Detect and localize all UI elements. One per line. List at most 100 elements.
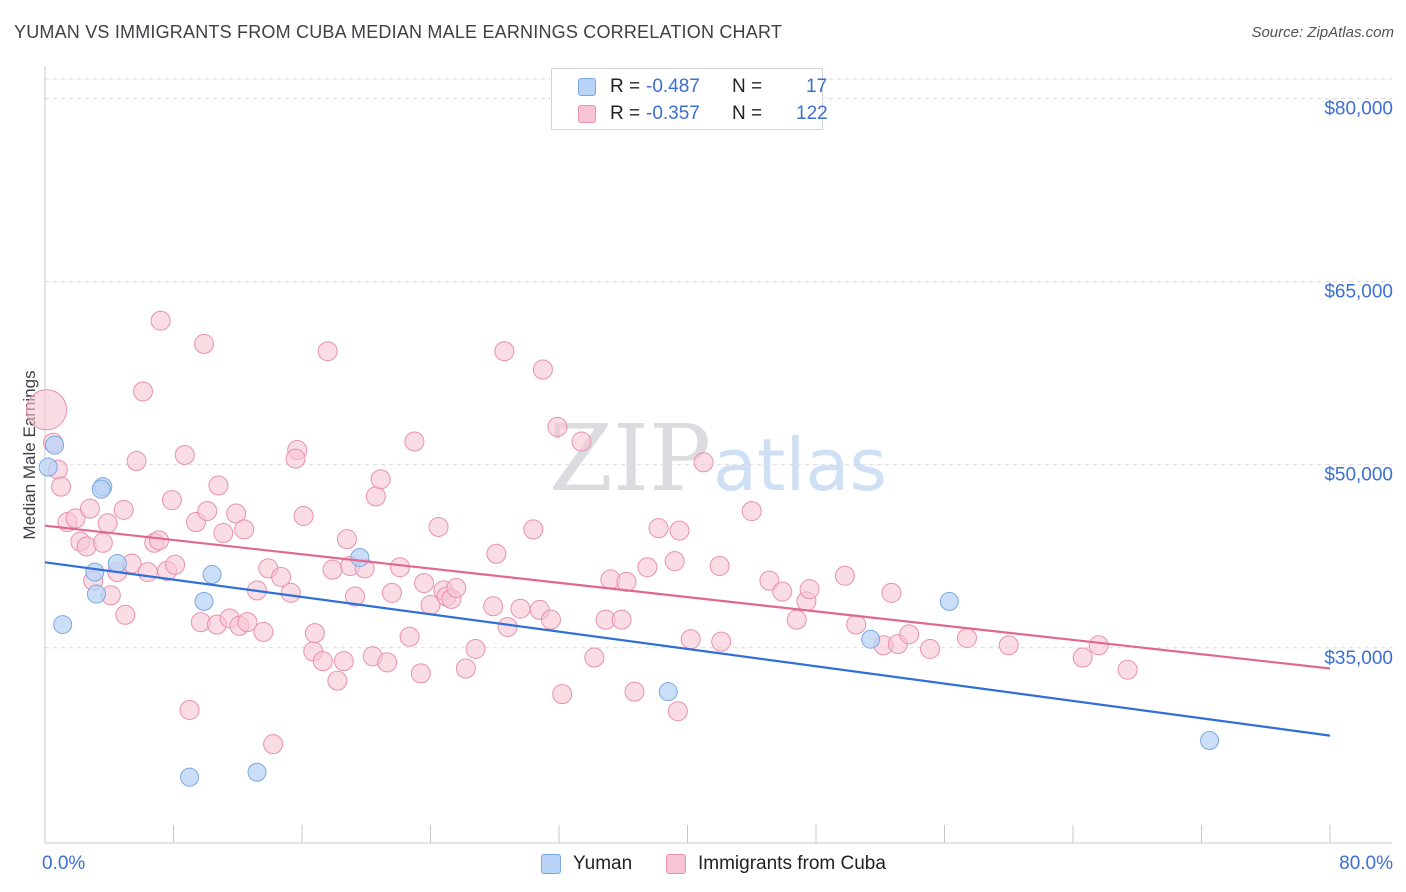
cuba-point — [667, 701, 688, 722]
legend-n-label: N = — [732, 76, 763, 97]
cuba-point — [389, 557, 410, 578]
cuba-point — [428, 516, 449, 537]
cuba-point — [611, 609, 632, 630]
correlation-legend: R = -0.487 N = 17 R = -0.357 N = 122 — [551, 68, 828, 130]
cuba-point — [637, 557, 658, 578]
cuba-point — [899, 624, 920, 645]
cuba-point — [365, 486, 386, 507]
y-tick-label: $80,000 — [1324, 99, 1393, 120]
cuba-point — [285, 448, 306, 469]
cuba-point — [410, 663, 431, 684]
cuba-point — [197, 501, 218, 522]
cuba-point — [165, 554, 186, 575]
cuba-point — [1117, 659, 1138, 680]
cuba-point — [920, 638, 941, 659]
yuman-point — [1200, 730, 1220, 750]
cuba-point — [446, 577, 467, 598]
cuba-point — [179, 699, 200, 720]
cuba-points — [26, 310, 1138, 755]
cuba-point — [237, 612, 258, 633]
cuba-point — [317, 341, 338, 362]
legend-n-value: 122 — [796, 103, 828, 124]
cuba-point — [26, 389, 68, 431]
cuba-point — [149, 530, 170, 551]
cuba-point — [956, 627, 977, 648]
cuba-point — [174, 444, 195, 465]
cuba-point — [115, 604, 136, 625]
cuba-point — [1088, 635, 1109, 656]
x-tick-label-min: 0.0% — [42, 853, 85, 874]
yuman-legend-swatch — [541, 854, 561, 874]
cuba-point — [322, 559, 343, 580]
cuba-point — [132, 381, 153, 402]
cuba-point — [333, 651, 354, 672]
cuba-point — [772, 581, 793, 602]
cuba-point — [483, 596, 504, 617]
cuba-point — [664, 551, 685, 572]
yuman-trend-line — [44, 561, 1331, 737]
cuba-point — [137, 562, 158, 583]
x-tick-label-max: 80.0% — [1339, 853, 1393, 874]
yuman-point — [107, 554, 127, 574]
cuba-point — [552, 684, 573, 705]
cuba-point — [280, 582, 301, 603]
cuba-legend-label: Immigrants from Cuba — [698, 853, 886, 874]
yuman-point — [861, 629, 881, 649]
cuba-point — [571, 431, 592, 452]
watermark-atlas: atlas — [713, 423, 887, 507]
cuba-point — [263, 734, 284, 755]
cuba-point — [404, 431, 425, 452]
yuman-point — [202, 565, 222, 585]
cuba-point — [97, 513, 118, 534]
cuba-point — [455, 658, 476, 679]
cuba-point — [648, 518, 669, 539]
cuba-point — [494, 341, 515, 362]
cuba-point — [65, 508, 86, 529]
cuba-point — [709, 555, 730, 576]
cuba-point — [126, 451, 147, 472]
cuba-point — [624, 681, 645, 702]
cuba-point — [293, 505, 314, 526]
cuba-point — [253, 621, 274, 642]
cuba-point — [213, 523, 234, 544]
yuman-point — [247, 762, 267, 782]
cuba-point — [998, 635, 1019, 656]
yuman-point — [45, 435, 65, 455]
cuba-point — [208, 475, 229, 496]
cuba-point — [1072, 647, 1093, 668]
cuba-point — [327, 670, 348, 691]
cuba-point — [312, 651, 333, 672]
yuman-points — [38, 435, 1220, 787]
cuba-point — [194, 333, 215, 354]
cuba-point — [92, 532, 113, 553]
cuba-point — [532, 359, 553, 380]
cuba-point — [304, 623, 325, 644]
yuman-point — [180, 767, 200, 787]
yuman-point — [38, 457, 58, 477]
cuba-legend-swatch — [666, 854, 686, 874]
tick-labels: $35,000 $50,000 $65,000 $80,000 0.0% 80.0% — [42, 99, 1393, 874]
cuba-point — [271, 566, 292, 587]
legend-n-value: 17 — [806, 76, 828, 97]
yuman-swatch — [578, 78, 596, 96]
cuba-point — [234, 519, 255, 540]
yuman-point — [53, 615, 73, 635]
watermark-zip: ZIP — [549, 405, 711, 512]
cuba-point — [881, 582, 902, 603]
watermark: ZIP atlas — [549, 405, 887, 512]
cuba-point — [834, 565, 855, 586]
cuba-point — [51, 476, 72, 497]
cuba-point — [381, 582, 402, 603]
yuman-point — [194, 591, 214, 611]
cuba-point — [510, 598, 531, 619]
yuman-legend-label: Yuman — [573, 853, 633, 874]
cuba-point — [846, 614, 867, 635]
cuba-point — [486, 543, 507, 564]
cuba-point — [693, 452, 714, 473]
cuba-point — [414, 573, 435, 594]
yuman-point — [350, 547, 370, 567]
source-label: Source: ZipAtlas.com — [1251, 24, 1394, 41]
cuba-point — [540, 609, 561, 630]
yuman-point — [939, 591, 959, 611]
cuba-point — [759, 570, 780, 591]
